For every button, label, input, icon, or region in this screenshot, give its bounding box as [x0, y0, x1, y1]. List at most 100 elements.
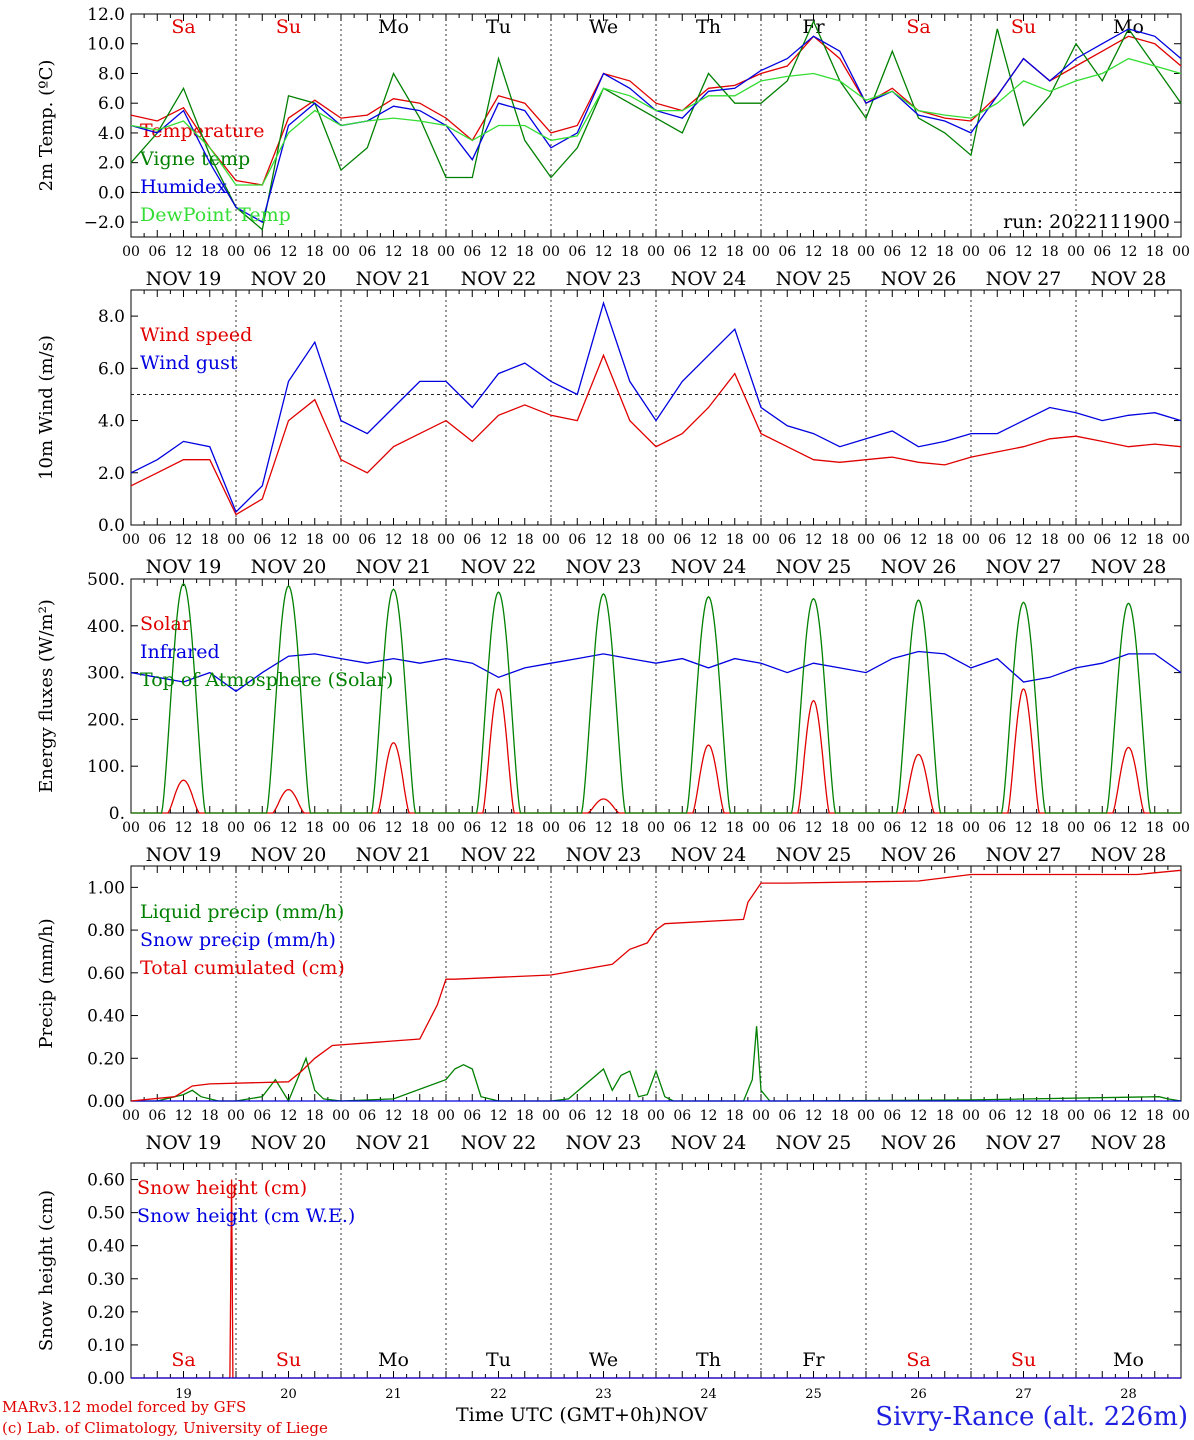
hour-tick-label: 18	[306, 1108, 324, 1124]
hour-tick-label: 06	[673, 1108, 691, 1124]
hour-tick-label: 18	[306, 820, 324, 836]
day-label: NOV 24	[671, 268, 747, 290]
hour-tick-label: 06	[148, 244, 166, 260]
hour-tick-label: 18	[516, 1108, 534, 1124]
hour-tick-label: 18	[516, 820, 534, 836]
weekday-label: We	[589, 1349, 618, 1371]
day-label: NOV 19	[146, 556, 222, 578]
hour-tick-label: 00	[1067, 244, 1085, 260]
hour-tick-label: 06	[778, 532, 796, 548]
hour-tick-label: 06	[148, 532, 166, 548]
y-tick-label: 6.0	[98, 359, 125, 379]
day-label: NOV 20	[251, 556, 327, 578]
hour-tick-label: 12	[175, 820, 193, 836]
hour-tick-label: 06	[358, 820, 376, 836]
day-number-label: 28	[1120, 1387, 1137, 1402]
day-label: NOV 25	[776, 268, 852, 290]
hour-tick-label: 06	[988, 532, 1006, 548]
hour-tick-label: 12	[1015, 532, 1033, 548]
hour-tick-label: 00	[122, 244, 140, 260]
hour-tick-label: 00	[647, 532, 665, 548]
hour-tick-label: 18	[306, 244, 324, 260]
hour-tick-label: 18	[411, 820, 429, 836]
panel-2: 8.0 6.0 4.0 2.0 0.0 10m Wind (m/s) 00 06 12 18 NOV…	[36, 289, 1190, 578]
hour-tick-label: 06	[883, 244, 901, 260]
day-label: NOV 20	[251, 1132, 327, 1154]
hour-tick-label: 06	[568, 820, 586, 836]
hour-tick-label: 12	[595, 532, 613, 548]
panel-3: 500. 400. 300. 200. 100. 0. Energy fluxes (W/m…	[36, 570, 1190, 866]
y-tick-label: 0.50	[87, 1204, 125, 1224]
panel-1: 12.0 10.0 8.0 6.0 4.0 2.0 0.0 −2.0 2m Temp. (ºC)…	[36, 5, 1190, 290]
hour-tick-label: 18	[1041, 820, 1059, 836]
hour-tick-label: 12	[805, 244, 823, 260]
day-number-label: 20	[280, 1387, 297, 1402]
y-axis-label: Energy fluxes (W/m²)	[36, 599, 57, 793]
hour-tick-label: 12	[910, 1108, 928, 1124]
y-tick-label: 10.0	[87, 35, 125, 55]
hour-tick-label: 12	[280, 244, 298, 260]
weekday-label: Sa	[171, 1349, 195, 1371]
hour-tick-label: 12	[1015, 820, 1033, 836]
y-tick-label: 6.0	[98, 94, 125, 114]
hour-tick-label: 00	[1067, 1108, 1085, 1124]
hour-tick-label: 06	[568, 1108, 586, 1124]
hour-tick-label: 18	[201, 532, 219, 548]
day-label: NOV 27	[986, 556, 1062, 578]
day-label: NOV 23	[566, 556, 642, 578]
legend-entry: Liquid precip (mm/h)	[140, 901, 344, 923]
hour-tick-label: 00	[647, 1108, 665, 1124]
hour-tick-label: 12	[490, 820, 508, 836]
legend-entry: Snow height (cm)	[137, 1177, 307, 1199]
y-tick-label: 0.10	[87, 1336, 125, 1356]
day-number-label: 24	[700, 1387, 717, 1402]
hour-tick-label: 12	[490, 244, 508, 260]
hour-tick-label: 18	[411, 532, 429, 548]
y-tick-label: 0.00	[87, 1092, 125, 1112]
hour-tick-label: 00	[542, 820, 560, 836]
hour-tick-label: 18	[936, 1108, 954, 1124]
hour-tick-label: 12	[385, 820, 403, 836]
day-label: NOV 21	[356, 1132, 432, 1154]
hour-tick-label: 00	[332, 1108, 350, 1124]
hour-tick-label: 18	[306, 532, 324, 548]
hour-tick-label: 00	[962, 532, 980, 548]
hour-tick-label: 00	[227, 820, 245, 836]
y-tick-label: 1.00	[87, 878, 125, 898]
y-tick-label: 0.80	[87, 921, 125, 941]
hour-tick-label: 18	[411, 244, 429, 260]
hour-tick-label: 18	[201, 820, 219, 836]
y-tick-label: 0.0	[98, 183, 125, 203]
legend-entry: Snow precip (mm/h)	[140, 929, 336, 951]
legend-entry: Wind speed	[140, 324, 252, 346]
day-label: NOV 24	[671, 556, 747, 578]
hour-tick-label: 06	[358, 532, 376, 548]
legend-entry: Solar	[140, 613, 192, 635]
y-tick-label: 100.	[87, 757, 125, 777]
x-axis-month: NOV	[661, 1404, 708, 1426]
weekday-label: Su	[1011, 16, 1036, 38]
day-label: NOV 25	[776, 844, 852, 866]
legend-entry: DewPoint Temp	[140, 204, 291, 226]
weekday-label: Fr	[802, 1349, 825, 1371]
series-line-2	[130, 19, 1182, 231]
hour-tick-label: 00	[962, 1108, 980, 1124]
hour-tick-label: 12	[1120, 532, 1138, 548]
hour-tick-label: 12	[1120, 820, 1138, 836]
hour-tick-label: 00	[437, 532, 455, 548]
day-label: NOV 24	[671, 1132, 747, 1154]
hour-tick-label: 12	[910, 820, 928, 836]
hour-tick-label: 00	[1172, 1108, 1190, 1124]
day-label: NOV 19	[146, 1132, 222, 1154]
day-label: NOV 23	[566, 268, 642, 290]
series-line-2	[130, 300, 1182, 514]
hour-tick-label: 00	[1172, 820, 1190, 836]
hour-tick-label: 18	[936, 244, 954, 260]
weekday-label: Th	[696, 16, 721, 38]
hour-tick-label: 18	[1146, 244, 1164, 260]
hour-tick-label: 06	[778, 1108, 796, 1124]
day-label: NOV 23	[566, 844, 642, 866]
y-tick-label: 4.0	[98, 412, 125, 432]
day-label: NOV 19	[146, 844, 222, 866]
hour-tick-label: 00	[332, 244, 350, 260]
